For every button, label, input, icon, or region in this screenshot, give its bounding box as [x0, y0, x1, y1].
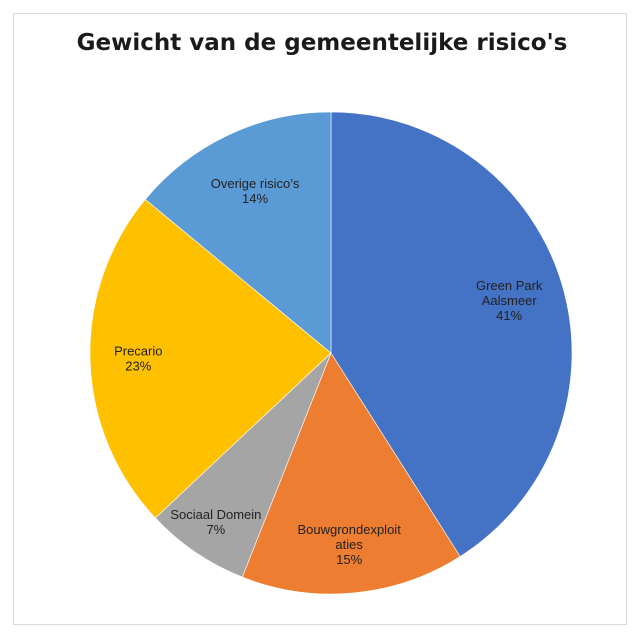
slice-label-line: Precario [114, 344, 162, 359]
pie-slice [330, 111, 573, 557]
slice-label: Bouwgrondexploit aties 15% [297, 522, 401, 567]
slice-label-line: 23% [125, 359, 151, 374]
slice-label: Overige risico’s 14% [211, 176, 300, 206]
slice-label: Precario 23% [114, 344, 162, 374]
slice-label-line: 41% [496, 308, 522, 323]
pie-slice [144, 111, 332, 354]
slice-label-line: Overige risico’s [211, 176, 300, 191]
slice-label-line: Aalsmeer [482, 293, 538, 308]
slice-label-line: Sociaal Domein [170, 507, 261, 522]
slice-label-line: 15% [336, 552, 362, 567]
slice-label-line: aties [335, 537, 363, 552]
slice-label-line: 7% [206, 522, 225, 537]
slice-label-line: Bouwgrondexploit [297, 522, 401, 537]
chart-title: Gewicht van de gemeentelijke risico's [76, 30, 568, 56]
slice-label-line: 14% [242, 191, 268, 206]
pie-slice [89, 198, 332, 519]
slice-label: Green Park Aalsmeer 41% [476, 278, 543, 323]
slice-label: Sociaal Domein 7% [170, 507, 261, 537]
pie-slice [241, 352, 461, 595]
pie-slice [154, 352, 332, 578]
slice-label-line: Green Park [476, 278, 543, 293]
